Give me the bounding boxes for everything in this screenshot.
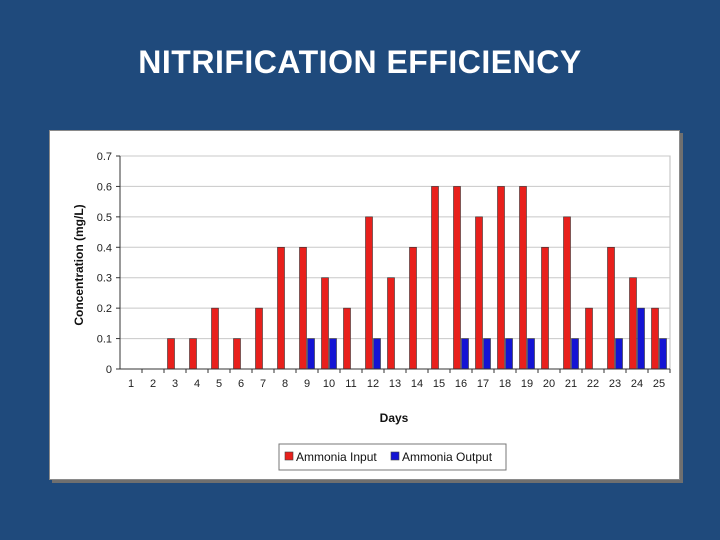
bar-ammonia-input bbox=[607, 246, 615, 370]
bar-ammonia-input bbox=[189, 338, 197, 370]
bar-ammonia-input bbox=[541, 246, 549, 370]
x-tick-label: 8 bbox=[282, 378, 288, 390]
x-tick-label: 4 bbox=[194, 378, 200, 390]
x-tick-label: 19 bbox=[521, 378, 533, 390]
bar-ammonia-input bbox=[167, 338, 175, 370]
bar-ammonia-output bbox=[373, 338, 381, 370]
legend: Ammonia Input Ammonia Output bbox=[278, 443, 507, 471]
bar-ammonia-input bbox=[277, 246, 285, 370]
bar-ammonia-input bbox=[255, 307, 263, 370]
bar-ammonia-input bbox=[563, 216, 571, 370]
y-tick-label: 0.4 bbox=[97, 242, 112, 254]
x-tick-label: 7 bbox=[260, 378, 266, 390]
y-tick-label: 0.2 bbox=[97, 303, 112, 315]
bar-ammonia-input bbox=[651, 307, 659, 370]
axes: 00.10.20.30.40.50.60.71 2 3 4 5 6 7 8 9 10 11 12 13 1… bbox=[97, 151, 671, 390]
bar-ammonia-output bbox=[505, 338, 513, 370]
x-tick-label: 9 bbox=[304, 378, 310, 390]
x-tick-label: 17 bbox=[477, 378, 489, 390]
legend-label-output: Ammonia Output bbox=[402, 450, 493, 464]
slide-title: NITRIFICATION EFFICIENCY bbox=[138, 44, 582, 80]
x-tick-label: 1 bbox=[128, 378, 134, 390]
chart-frame: 0 0.1 0.2 0.3 0.4 0.5 0.6 0.7 1 2 3 4 5 6 7 8 9 10 11 12 13 1… bbox=[49, 130, 680, 480]
bar-ammonia-input bbox=[409, 246, 417, 370]
bar-ammonia-output bbox=[615, 338, 623, 370]
x-tick-label: 22 bbox=[587, 378, 599, 390]
bar-ammonia-output bbox=[659, 338, 667, 370]
y-tick-label: 0 bbox=[106, 364, 112, 376]
bar-ammonia-input bbox=[497, 186, 505, 370]
bar-ammonia-input bbox=[365, 216, 373, 370]
x-tick-label: 11 bbox=[345, 378, 356, 390]
y-tick-label: 0.3 bbox=[97, 273, 112, 285]
legend-swatch-output bbox=[390, 451, 400, 461]
bar-ammonia-input bbox=[453, 186, 461, 370]
x-tick-label: 25 bbox=[653, 378, 665, 390]
x-tick-label: 21 bbox=[565, 378, 577, 390]
y-tick-label: 0.6 bbox=[97, 181, 112, 193]
bar-ammonia-input bbox=[585, 307, 593, 370]
x-tick-label: 13 bbox=[389, 378, 401, 390]
x-axis-title: Days bbox=[380, 411, 409, 425]
bar-ammonia-output bbox=[483, 338, 491, 370]
bar-ammonia-input bbox=[233, 338, 241, 370]
x-tick-label: 20 bbox=[543, 378, 555, 390]
bar-ammonia-output bbox=[527, 338, 535, 370]
bar-chart: 00.10.20.30.40.50.60.71 2 3 4 5 6 7 8 9 10 11 12 13 1… bbox=[72, 151, 671, 471]
x-tick-label: 6 bbox=[238, 378, 244, 390]
bar-ammonia-input bbox=[431, 186, 439, 370]
x-tick-label: 24 bbox=[631, 378, 643, 390]
y-axis-title: Concentration (mg/L) bbox=[72, 204, 86, 325]
bar-ammonia-input bbox=[519, 186, 527, 370]
bars bbox=[167, 186, 667, 370]
bar-ammonia-output bbox=[329, 338, 337, 370]
bar-ammonia-input bbox=[629, 277, 637, 370]
bar-ammonia-output bbox=[637, 307, 645, 370]
x-tick-label: 16 bbox=[455, 378, 467, 390]
bar-ammonia-input bbox=[475, 216, 483, 370]
bar-ammonia-input bbox=[321, 277, 329, 370]
x-tick-label: 14 bbox=[411, 378, 423, 390]
bar-ammonia-output bbox=[461, 338, 469, 370]
x-tick-label: 15 bbox=[433, 378, 445, 390]
bar-ammonia-input bbox=[299, 246, 307, 370]
y-tick-label: 0.7 bbox=[97, 151, 112, 163]
x-tick-label: 5 bbox=[216, 378, 222, 390]
legend-label-input: Ammonia Input bbox=[296, 450, 377, 464]
x-tick-label: 2 bbox=[150, 378, 156, 390]
bar-ammonia-input bbox=[211, 307, 219, 370]
bar-ammonia-output bbox=[307, 338, 315, 370]
bar-ammonia-input bbox=[343, 307, 351, 370]
x-tick-label: 23 bbox=[609, 378, 621, 390]
x-tick-label: 3 bbox=[172, 378, 178, 390]
bar-ammonia-output bbox=[571, 338, 579, 370]
y-tick-label: 0.1 bbox=[97, 334, 112, 346]
bar-ammonia-input bbox=[387, 277, 395, 370]
x-tick-label: 10 bbox=[323, 378, 335, 390]
x-tick-label: 12 bbox=[367, 378, 379, 390]
legend-swatch-input bbox=[284, 451, 294, 461]
x-tick-label: 18 bbox=[499, 378, 511, 390]
y-tick-label: 0.5 bbox=[97, 212, 112, 224]
